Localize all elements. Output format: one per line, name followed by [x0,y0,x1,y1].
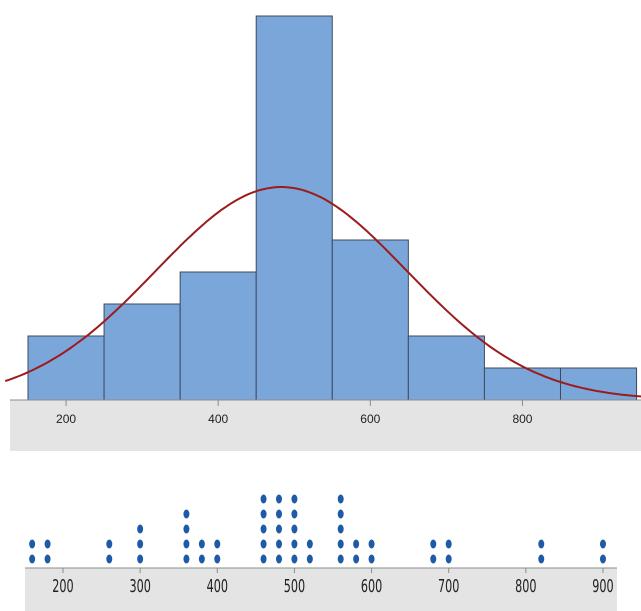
histogram-bar [407,335,485,401]
dotplot-point [337,509,344,519]
dotplot-point [599,539,606,549]
dotplot-panel: 200 300 400 500 600 700 800 900 [25,494,617,611]
dotplot-point [275,509,282,519]
dotplot-point [368,539,375,549]
dotplot-point [260,554,267,564]
dotplot-tick-label: 400 [207,577,228,597]
dotplot-point [183,539,190,549]
dotplot-point [44,554,51,564]
dotplot-point [275,554,282,564]
dotplot-point [291,509,298,519]
dotplot-point [137,524,144,534]
dotplot-point [306,539,313,549]
dotplot-point [106,539,113,549]
dotplot-point [106,554,113,564]
normal-fit-curve [4,186,641,398]
dotplot-point [198,554,205,564]
histogram-bar [179,271,257,401]
dotplot-point [306,554,313,564]
dotplot-point [137,539,144,549]
dotplot-point [29,539,36,549]
dotplot-point [260,524,267,534]
dotplot-point [260,494,267,504]
dotplot-point [198,539,205,549]
dotplot-point [337,524,344,534]
histogram-bar [255,15,333,401]
dotplot-points [29,494,606,564]
dotplot-point [260,509,267,519]
dotplot-tick-label: 700 [438,577,459,597]
dotplot-point [538,539,545,549]
dotplot-point [538,554,545,564]
dotplot-point [183,524,190,534]
dotplot-point [183,554,190,564]
dotplot-tick-label: 600 [361,577,382,597]
histogram-tick-label: 400 [208,412,228,426]
dotplot-point [430,554,437,564]
dotplot-point [275,494,282,504]
dotplot-tick-label: 300 [129,577,150,597]
dotplot-point [183,509,190,519]
dotplot-point [275,524,282,534]
dotplot-tick-label: 500 [284,577,305,597]
dotplot-x-ticks: 200 300 400 500 600 700 800 900 [52,568,614,597]
dotplot-point [368,554,375,564]
dotplot-point [260,539,267,549]
dotplot-point [137,554,144,564]
dotplot-point [291,554,298,564]
dotplot-tick-label: 200 [52,577,73,597]
dotplot-point [291,494,298,504]
dotplot-point [445,554,452,564]
dotplot-point [214,554,221,564]
histogram-bar [103,303,181,401]
dotplot-point [445,539,452,549]
histogram-bars [27,15,638,401]
histogram-bar [483,367,561,401]
histogram-panel: 200 400 600 800 [4,15,641,451]
dotplot-tick-label: 900 [592,577,613,597]
histogram-axis-band [10,400,641,451]
dotplot-tick-label: 800 [515,577,536,597]
dotplot-point [337,539,344,549]
dotplot-point [337,554,344,564]
histogram-x-ticks: 200 400 600 800 [56,400,533,426]
dotplot-axis-band [25,568,617,611]
dotplot-point [44,539,51,549]
dotplot-point [291,524,298,534]
histogram-bar [331,239,409,401]
histogram-tick-label: 600 [360,412,380,426]
dotplot-point [29,554,36,564]
histogram-tick-label: 800 [512,412,532,426]
dotplot-point [214,539,221,549]
dotplot-point [275,539,282,549]
dotplot-point [430,539,437,549]
dotplot-point [291,539,298,549]
dotplot-point [337,494,344,504]
histogram-tick-label: 200 [56,412,76,426]
dotplot-point [353,539,360,549]
histogram-bar [27,335,105,401]
dotplot-point [353,554,360,564]
dotplot-point [599,554,606,564]
